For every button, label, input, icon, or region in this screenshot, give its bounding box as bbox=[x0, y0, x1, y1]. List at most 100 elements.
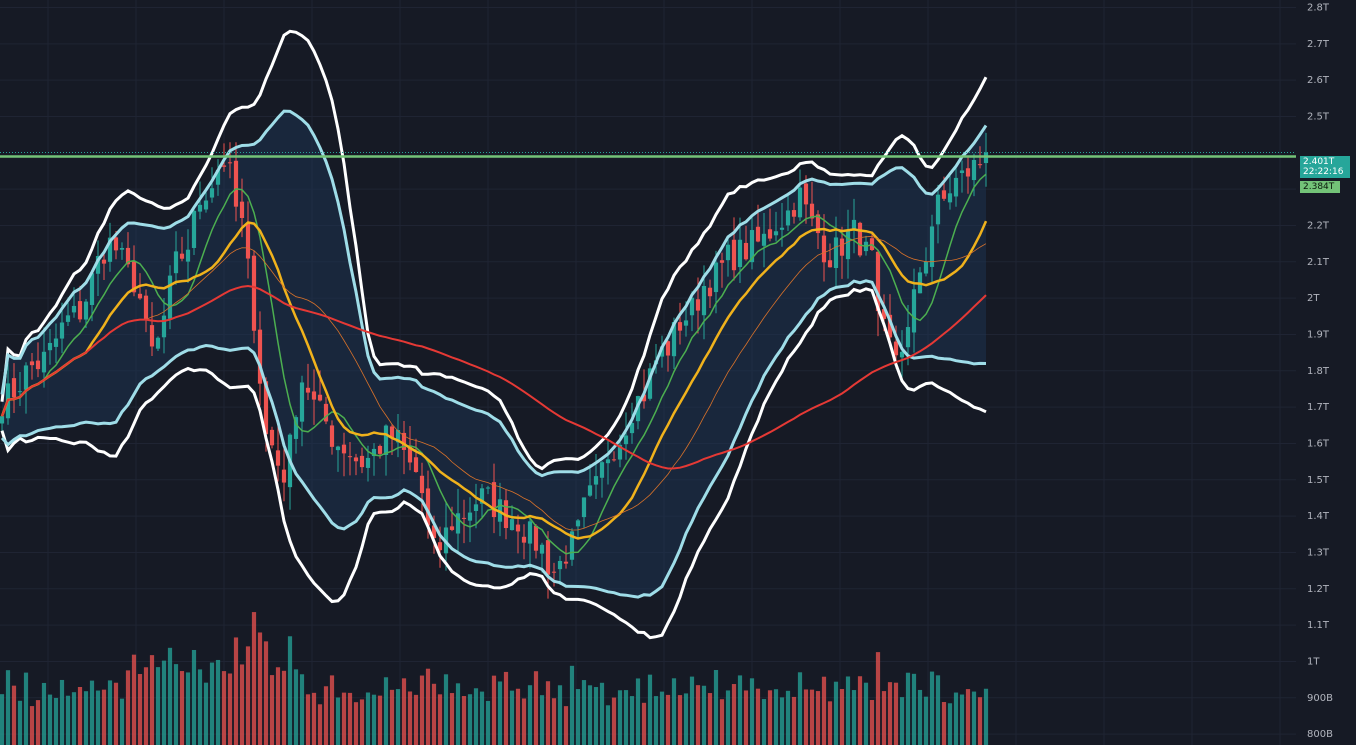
candle-body bbox=[659, 346, 665, 357]
volume-bar bbox=[251, 612, 257, 745]
candle-body bbox=[545, 540, 551, 575]
candle-body bbox=[425, 488, 431, 526]
candle-body bbox=[323, 403, 329, 422]
candle bbox=[389, 424, 395, 455]
volume-bar bbox=[353, 702, 359, 745]
volume-bar bbox=[659, 691, 665, 745]
candle-body bbox=[245, 223, 251, 259]
candle-body bbox=[221, 165, 227, 167]
candle-body bbox=[929, 226, 935, 267]
volume-bar bbox=[929, 671, 935, 745]
volume-bar bbox=[17, 700, 23, 745]
price-axis[interactable]: 2.8T2.7T2.6T2.5T2.3T2.2T2.1T2T1.9T1.8T1.… bbox=[1307, 3, 1333, 741]
volume-bar bbox=[821, 676, 827, 745]
volume-bar bbox=[845, 676, 851, 745]
candle-body bbox=[449, 526, 455, 530]
last-price-badge: 2.401T 22:22:16 bbox=[1300, 156, 1350, 178]
candle-body bbox=[953, 177, 959, 197]
volume-bar bbox=[569, 665, 575, 745]
candle bbox=[821, 214, 827, 282]
volume-bar bbox=[893, 682, 899, 745]
volume-bar bbox=[461, 696, 467, 745]
candle-body bbox=[455, 513, 461, 534]
candle-body bbox=[983, 152, 989, 164]
volume-bar bbox=[335, 697, 341, 745]
candle bbox=[161, 298, 167, 354]
volume-bar bbox=[389, 689, 395, 745]
volume-bar bbox=[551, 698, 557, 745]
candle-body bbox=[977, 164, 983, 166]
candle-body bbox=[875, 251, 881, 312]
candle bbox=[899, 330, 905, 379]
volume-bar bbox=[947, 703, 953, 745]
candle-body bbox=[923, 261, 929, 274]
y-tick-label: 2.5T bbox=[1307, 111, 1330, 122]
candle bbox=[515, 514, 521, 554]
candle-body bbox=[629, 422, 635, 434]
volume-bar bbox=[197, 669, 203, 745]
candle bbox=[767, 208, 773, 242]
volume-bar bbox=[59, 679, 65, 745]
candle-body bbox=[197, 204, 203, 212]
candle-body bbox=[401, 432, 407, 450]
candle-body bbox=[203, 200, 209, 210]
moving-average-70 bbox=[1, 284, 987, 470]
candle bbox=[605, 439, 611, 485]
y-tick-label: 1.4T bbox=[1307, 511, 1330, 522]
candle bbox=[89, 272, 95, 322]
candle-body bbox=[353, 457, 359, 462]
candle-body bbox=[761, 233, 767, 246]
volume-bar bbox=[443, 674, 449, 745]
volume-bar bbox=[191, 649, 197, 745]
candle-body bbox=[335, 446, 341, 451]
candle-body bbox=[437, 542, 443, 551]
volume-bar bbox=[101, 689, 107, 745]
volume-bar bbox=[5, 670, 11, 745]
candle bbox=[227, 142, 233, 179]
candle-body bbox=[215, 169, 221, 185]
candle bbox=[659, 335, 665, 368]
candle-body bbox=[779, 227, 785, 230]
volume-bar bbox=[359, 699, 365, 745]
candle bbox=[575, 519, 581, 538]
y-tick-label: 1.3T bbox=[1307, 547, 1330, 558]
candle-body bbox=[185, 249, 191, 262]
candle-body bbox=[701, 286, 707, 316]
volume-bar bbox=[803, 689, 809, 745]
candle bbox=[527, 518, 533, 569]
candle-body bbox=[389, 426, 395, 438]
volume-bar bbox=[629, 696, 635, 745]
candle bbox=[0, 415, 5, 432]
y-tick-label: 2T bbox=[1307, 293, 1320, 304]
candle bbox=[155, 336, 161, 351]
volume-bar bbox=[899, 697, 905, 745]
volume-bar bbox=[809, 689, 815, 745]
candle bbox=[383, 424, 389, 476]
candle-body bbox=[767, 229, 773, 239]
volume-bar bbox=[833, 681, 839, 745]
candle bbox=[11, 363, 17, 413]
candle-body bbox=[575, 520, 581, 527]
volume-bar bbox=[581, 680, 587, 745]
candle-body bbox=[671, 321, 677, 357]
candle-body bbox=[581, 497, 587, 518]
candle bbox=[773, 211, 779, 242]
volume-bar bbox=[413, 694, 419, 745]
volume-bar bbox=[575, 689, 581, 745]
candle bbox=[149, 302, 155, 357]
candle-body bbox=[899, 351, 905, 358]
candle bbox=[305, 363, 311, 400]
candle-body bbox=[617, 444, 623, 460]
candle-body bbox=[521, 536, 527, 543]
volume-bar bbox=[269, 675, 275, 745]
volume-bar bbox=[965, 689, 971, 745]
y-tick-label: 800B bbox=[1307, 729, 1333, 740]
volume-bar bbox=[95, 690, 101, 745]
volume-bar bbox=[695, 685, 701, 745]
candle-body bbox=[683, 320, 689, 326]
volume-bar bbox=[155, 667, 161, 745]
volume-bar bbox=[557, 685, 563, 745]
volume-bar bbox=[539, 695, 545, 745]
